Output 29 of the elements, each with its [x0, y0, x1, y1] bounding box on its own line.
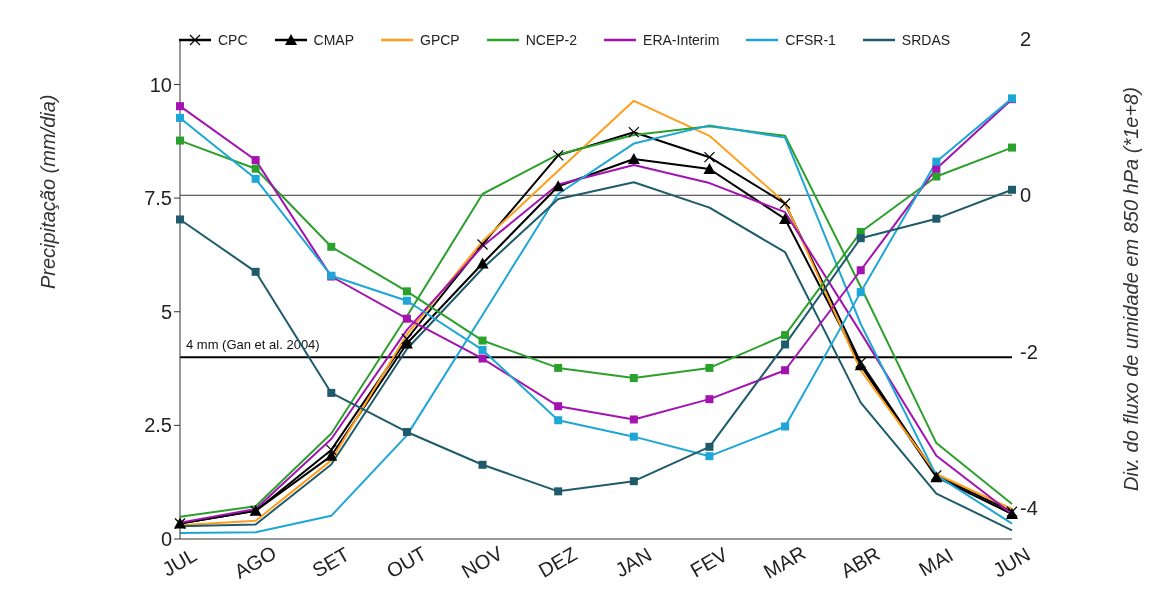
y2-tick-label: -4	[1020, 496, 1038, 519]
x-tick-label: JUN	[989, 542, 1034, 582]
legend-label: SRDAS	[901, 32, 951, 48]
legend-label: CPC	[218, 32, 248, 48]
y-tick-label: 2.5	[144, 414, 172, 437]
x-tick-label: JAN	[611, 543, 656, 582]
x-tick-label: DEZ	[534, 542, 581, 582]
legend-label: GPCP	[420, 32, 460, 48]
legend-label: CFSR-1	[785, 32, 836, 48]
x-tick-label: MAI	[914, 543, 957, 581]
x-tick-label: FEV	[686, 542, 732, 582]
y-tick-label: 0	[160, 528, 172, 551]
x-tick-label: NOV	[457, 541, 507, 583]
x-tick-label: AGO	[230, 541, 280, 583]
legend-label: CMAP	[313, 32, 355, 48]
y-tick-label: 7.5	[144, 187, 172, 210]
y-tick-label: 5	[160, 300, 172, 323]
legend-label: NCEP-2	[525, 32, 578, 48]
y2-tick-label: 0	[1020, 184, 1032, 207]
x-tick-label: ABR	[836, 542, 884, 582]
legend-label: ERA-Interim	[643, 32, 720, 48]
y2-tick-label: -2	[1020, 340, 1038, 363]
x-tick-label: OUT	[382, 542, 431, 583]
y-tick-label: 10	[149, 73, 172, 96]
x-tick-label: MAR	[759, 541, 810, 583]
y2-axis-title: Div. do fluxo de umidade em 850 hPa (*1e+8)	[1120, 87, 1142, 491]
y2-tick-label: 2	[1020, 28, 1032, 51]
y-axis-title: Precipitação (mm/dia)	[37, 94, 60, 289]
x-tick-label: SET	[308, 542, 354, 582]
